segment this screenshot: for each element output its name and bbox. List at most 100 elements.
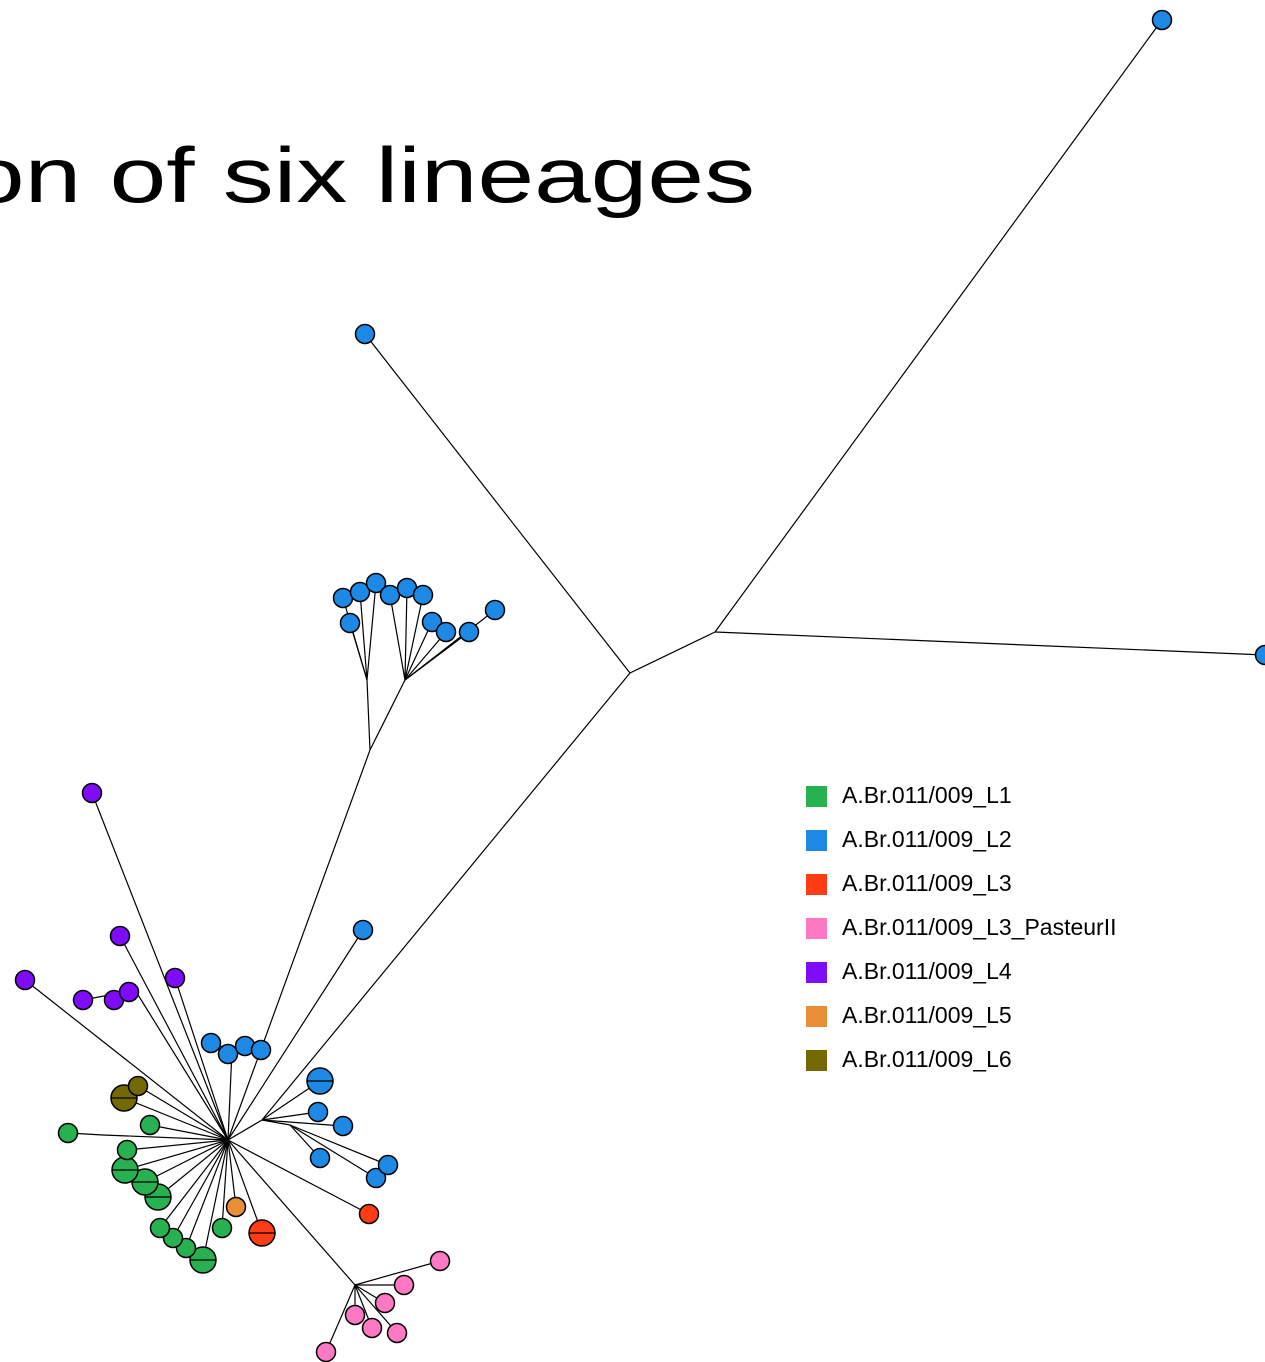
legend-swatch <box>806 874 827 895</box>
tree-node <box>307 1101 329 1123</box>
tree-edge <box>404 594 424 681</box>
tree-node <box>332 1115 354 1137</box>
tree-edge <box>714 631 1265 656</box>
tree-node <box>429 1250 451 1272</box>
tree-edge <box>366 679 371 751</box>
tree-edge <box>714 19 1163 633</box>
legend-label: A.Br.011/009_L3 <box>842 870 1012 896</box>
tree-edge <box>124 1139 229 1171</box>
tree-node <box>109 925 131 947</box>
tree-node <box>393 1274 415 1296</box>
tree-node <box>358 1203 380 1225</box>
tree-node <box>421 611 443 633</box>
tree-node <box>374 1292 396 1314</box>
tree-node <box>116 1139 138 1161</box>
tree-edge <box>123 1097 229 1141</box>
tree-edge <box>137 1085 229 1141</box>
tree-edge <box>227 749 371 1141</box>
tree-node <box>250 1039 272 1061</box>
tree-edge <box>261 672 631 1121</box>
tree-edge <box>24 979 229 1141</box>
tree-edge <box>227 1139 356 1286</box>
legend-swatch <box>806 1006 827 1027</box>
tree-node <box>1151 9 1173 31</box>
tree-node <box>365 572 387 594</box>
tree-node <box>127 1075 149 1097</box>
tree-edge <box>404 587 408 681</box>
tree-edge <box>91 792 229 1141</box>
tree-edge <box>221 1139 229 1229</box>
tree-node <box>164 967 186 989</box>
tree-edge <box>389 594 406 681</box>
tree-edge <box>325 1284 356 1353</box>
legend-label: A.Br.011/009_L4 <box>842 958 1012 984</box>
legend-swatch <box>806 918 827 939</box>
tree-node <box>349 581 371 603</box>
legend-label: A.Br.011/009_L2 <box>842 826 1012 852</box>
tree-node <box>361 1317 383 1339</box>
legend-label: A.Br.011/009_L1 <box>842 782 1012 808</box>
tree-node <box>315 1341 337 1362</box>
tree-edge <box>149 1124 229 1141</box>
tree-node <box>339 612 361 634</box>
tree-node <box>211 1217 233 1239</box>
tree-edge <box>404 621 433 681</box>
tree-node <box>225 1196 247 1218</box>
tree-node <box>458 621 480 643</box>
tree-edge <box>144 1139 229 1183</box>
tree-node <box>352 919 374 941</box>
tree-edge <box>227 1139 370 1215</box>
tree-edge <box>369 679 406 751</box>
tree-edge <box>174 977 229 1141</box>
tree-node <box>309 1147 331 1169</box>
legend-label: A.Br.011/009_L5 <box>842 1002 1012 1028</box>
tree-edge <box>354 1260 441 1286</box>
tree-edge <box>134 989 229 1141</box>
legend-swatch <box>806 962 827 983</box>
tree-node <box>14 969 36 991</box>
tree-node <box>72 989 94 1011</box>
legend-swatch <box>806 786 827 807</box>
tree-edge <box>354 1284 398 1334</box>
tree-node <box>57 1122 79 1144</box>
tree-node <box>435 621 457 643</box>
tree-node <box>332 587 354 609</box>
tree-edge <box>126 1139 229 1151</box>
tree-node <box>412 584 434 606</box>
legend-swatch <box>806 830 827 851</box>
tree-node <box>149 1217 171 1239</box>
tree-node <box>1254 644 1265 666</box>
tree-nodes <box>14 9 1265 1362</box>
tree-edge <box>227 1139 263 1234</box>
tree-edge <box>289 1124 389 1166</box>
tree-node <box>200 1032 222 1054</box>
tree-node <box>377 1154 399 1176</box>
tree-edges <box>24 19 1265 1353</box>
tree-edge <box>366 582 377 681</box>
tree-edge <box>159 1139 229 1229</box>
tree-edge <box>289 1124 377 1179</box>
tree-edge <box>119 935 229 1141</box>
tree-node <box>344 1304 366 1326</box>
legend-label: A.Br.011/009_L6 <box>842 1046 1012 1072</box>
tree-edge <box>102 1134 229 1141</box>
tree-node <box>365 1167 387 1189</box>
tree-edge <box>404 631 447 681</box>
slide-title: on of six lineages <box>0 131 755 219</box>
tree-node <box>118 981 140 1003</box>
tree-node <box>379 584 401 606</box>
tree-edge <box>227 1049 233 1141</box>
legend: A.Br.011/009_L1 A.Br.011/009_L2 A.Br.011/0… <box>806 782 1117 1072</box>
tree-edge <box>404 609 496 681</box>
tree-node <box>217 1043 239 1065</box>
tree-edge <box>227 1139 237 1208</box>
tree-node <box>81 782 103 804</box>
tree-node <box>139 1114 161 1136</box>
tree-edge <box>261 1119 344 1127</box>
tree-edge <box>227 1119 263 1141</box>
tree-node <box>386 1322 408 1344</box>
legend-swatch <box>806 1050 827 1071</box>
tree-edge <box>157 1139 229 1198</box>
tree-edge <box>227 929 364 1141</box>
